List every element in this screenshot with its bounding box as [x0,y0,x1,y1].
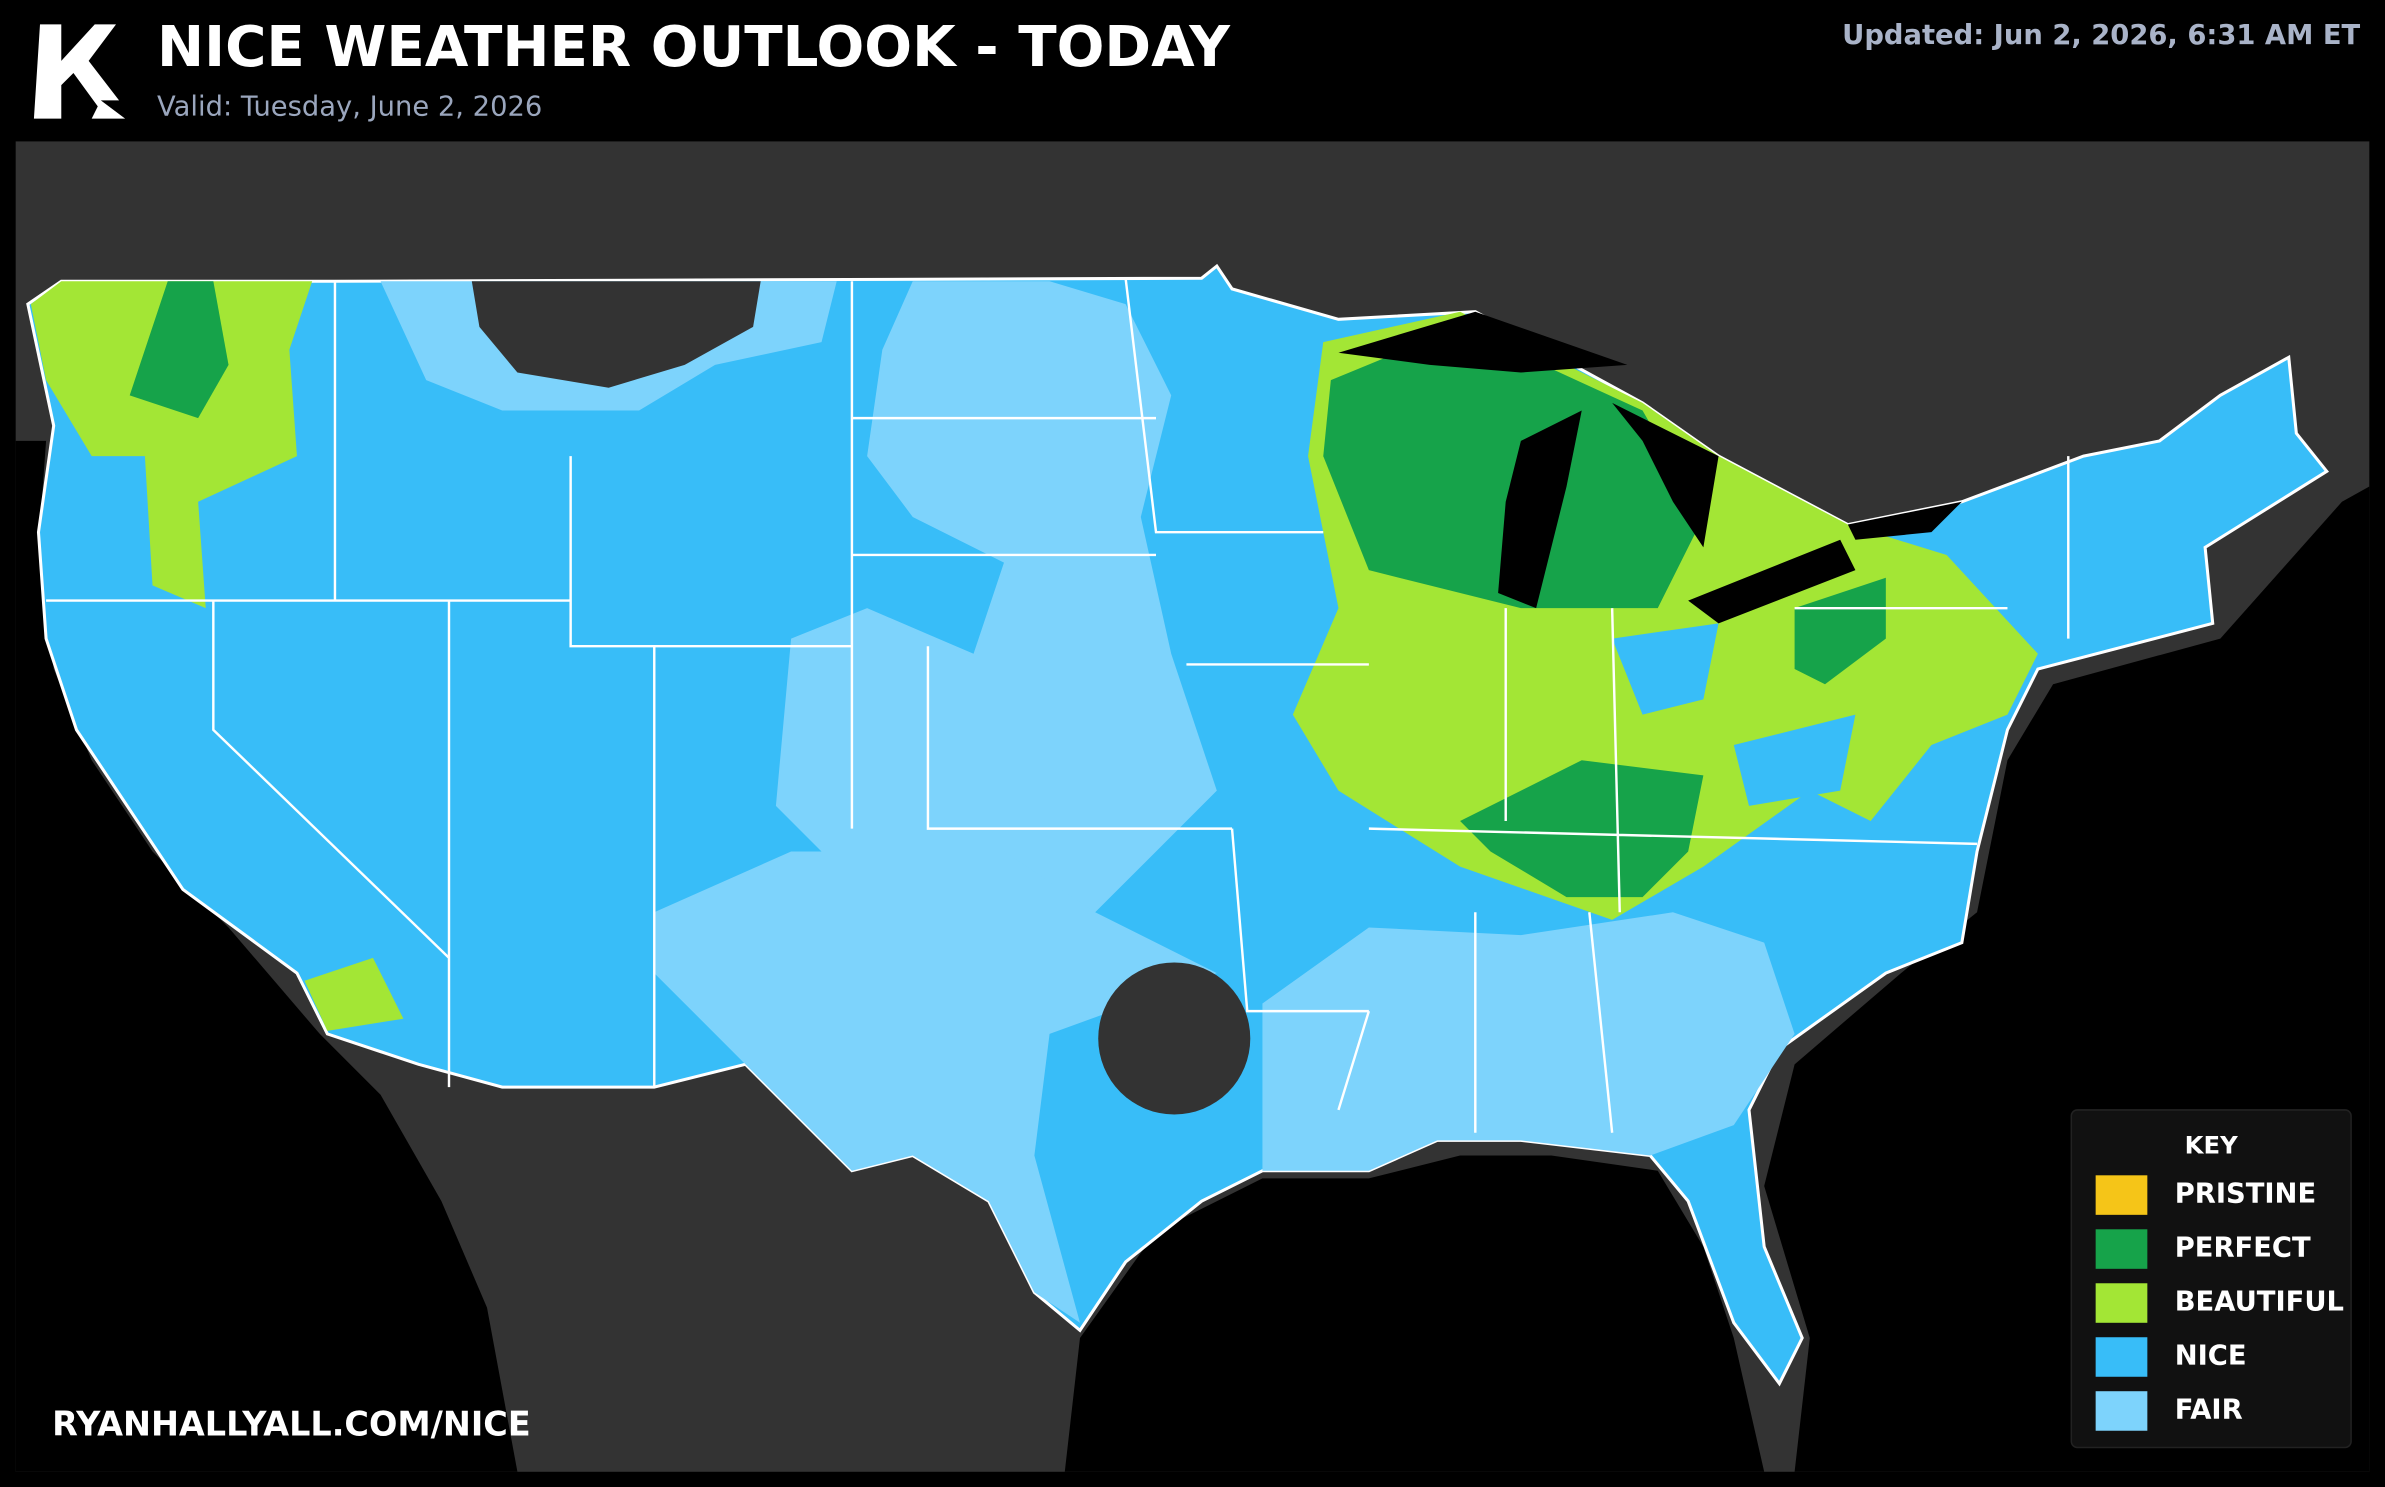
legend-swatch [2095,1175,2148,1215]
perfect-area [1323,326,1704,609]
lake-erie-ontario [1688,501,1962,624]
lake-superior [1338,311,1628,373]
map [15,141,2370,1472]
perfect-area [129,281,229,419]
no-outlook-area [1098,962,1251,1115]
lake-michigan [1498,410,1582,609]
nice-area [1612,623,1856,806]
lake-huron [1612,402,1719,548]
fair-area [1262,912,1795,1171]
pacific-ocean [15,440,518,1472]
fair-area [775,281,1217,989]
legend-swatch [2095,1391,2148,1431]
subtitle: Valid: Tuesday, June 2, 2026 [157,91,542,122]
logo [33,24,126,119]
legend-label: PERFECT [2175,1233,2311,1264]
fair-area [654,851,1217,1323]
legend-swatch [2095,1337,2148,1377]
beautiful-area [30,281,313,609]
legend-label: BEAUTIFUL [2175,1287,2344,1318]
legend: KEY PRISTINE PERFECT BEAUTIFUL NICE FAIR [2070,1109,2352,1449]
state-lines [46,278,2070,1133]
beautiful-area [304,957,404,1031]
legend-label: PRISTINE [2175,1179,2316,1210]
perfect-area [1460,577,1886,898]
updated-time: Updated: Jun 2, 2026, 6:31 AM ET [1842,20,2360,51]
footer-url[interactable]: RYANHALLYALL.COM/NICE [52,1405,531,1444]
gulf-of-mexico [1064,1155,1765,1472]
legend-label: FAIR [2175,1394,2243,1425]
legend-swatch [2095,1229,2148,1269]
no-outlook-area [471,281,761,388]
title: NICE WEATHER OUTLOOK - TODAY [157,15,1231,80]
legend-label: NICE [2175,1341,2247,1372]
legend-swatch [2095,1283,2148,1323]
legend-title: KEY [2185,1130,2238,1159]
